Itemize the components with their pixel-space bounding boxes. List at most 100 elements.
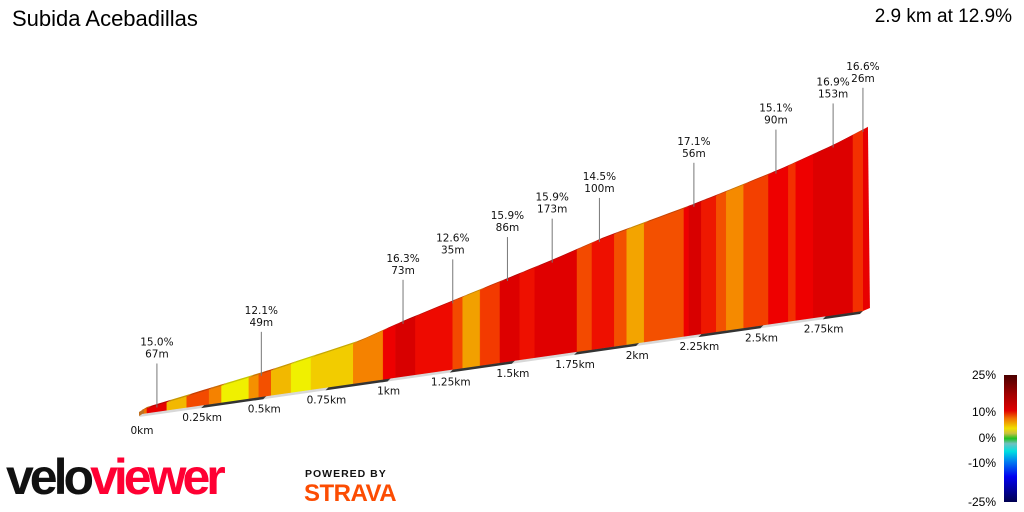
legend-label: -25% (967, 495, 996, 509)
profile-segment (462, 289, 481, 369)
baseline-segment (201, 396, 267, 409)
profile-segment (353, 330, 384, 385)
profile-segment-top (221, 374, 254, 386)
annotation-length: 26m (851, 73, 875, 85)
profile-segment (591, 234, 615, 351)
profile-segment-top (577, 240, 597, 250)
profile-segment-top (534, 246, 583, 268)
annotation-gradient: 16.3% (386, 253, 419, 265)
gradient-legend-bar (1004, 375, 1017, 502)
profile-segment-top (795, 151, 819, 163)
baseline-segment (263, 387, 329, 400)
profile-segment (614, 229, 628, 347)
profile-segment-top (519, 264, 540, 274)
annotation-length: 100m (584, 183, 614, 195)
profile-segment-top (614, 226, 632, 235)
annotation-length: 173m (537, 204, 567, 216)
profile-segment-top (788, 159, 801, 166)
profile-segment (499, 273, 521, 364)
legend-label: 10% (971, 405, 996, 419)
annotation-gradient: 15.9% (491, 210, 524, 222)
profile-segment (788, 162, 797, 322)
profile-segment-top (644, 205, 689, 224)
baseline-segment (636, 334, 702, 346)
profile-segment-top (852, 126, 868, 136)
legend-label: 0% (978, 431, 996, 445)
profile-segment-top (311, 340, 359, 358)
baseline-segment (511, 351, 578, 364)
x-tick-label: 1.75km (555, 359, 595, 371)
baseline-segment (574, 343, 640, 355)
profile-segment-top (726, 181, 749, 192)
profile-segment (626, 223, 645, 346)
profile-segment-top (146, 399, 172, 409)
profile-segment-top (683, 203, 694, 209)
profile-segment (576, 242, 593, 353)
baseline-segment (822, 311, 863, 320)
profile-segment (688, 201, 702, 337)
annotation-gradient: 15.0% (140, 336, 173, 348)
profile-segment (812, 134, 854, 319)
x-tick-label: 0.25km (182, 412, 222, 424)
gradient-annotations: 15.0%67m12.1%49m16.3%73m12.6%35m15.9%86m… (140, 61, 880, 408)
annotation-gradient: 12.1% (245, 305, 278, 317)
strava-logo[interactable]: STRAVA (304, 480, 397, 507)
profile-segment-top (813, 132, 858, 155)
x-tick-label: 2.75km (804, 323, 844, 335)
profile-segment (395, 316, 416, 379)
profile-segment-top (743, 171, 774, 185)
x-tick-label: 1.25km (431, 377, 471, 389)
profile-segment-top (688, 198, 707, 207)
profile-segment-top (591, 231, 620, 244)
x-tick-label: 1km (377, 386, 400, 398)
profile-segment (643, 208, 685, 343)
profile-segment (415, 300, 453, 376)
annotation-gradient: 15.9% (536, 192, 569, 204)
annotation-length: 67m (145, 348, 169, 360)
annotation-gradient: 15.1% (759, 103, 792, 115)
annotation-gradient: 12.6% (436, 232, 469, 244)
profile-segment-top (452, 294, 468, 302)
x-tick-label: 0.5km (248, 403, 281, 415)
profile-segment-top (186, 386, 215, 397)
x-tick-label: 2.5km (745, 332, 778, 344)
profile-segment (743, 174, 769, 329)
logo-viewer: viewer (90, 449, 226, 505)
profile-segment-top (395, 313, 421, 326)
profile-segment (479, 281, 501, 367)
logo-velo: velo (6, 449, 94, 505)
profile-segment (452, 296, 463, 370)
profile-segment-top (353, 327, 389, 344)
x-tick-label: 2km (626, 350, 649, 362)
baseline-segment (760, 316, 826, 329)
profile-segment-top (383, 322, 401, 331)
profile-segment (852, 129, 864, 313)
profile-segment-top (291, 354, 317, 365)
annotation-length: 35m (441, 244, 465, 256)
profile-segment-top (415, 298, 458, 317)
profile-segment (768, 165, 789, 325)
profile-segment-top (248, 371, 264, 378)
profile-segment-top (209, 382, 227, 390)
profile-segment-top (462, 287, 486, 298)
profile-segments (139, 126, 870, 416)
legend-label: -10% (967, 456, 996, 470)
baseline-segment (139, 405, 205, 417)
profile-segment (716, 191, 727, 333)
annotation-length: 153m (818, 88, 848, 100)
profile-segment-top (166, 393, 192, 403)
profile-segment-top (480, 279, 505, 291)
profile-segment (382, 324, 396, 380)
profile-segment-top (701, 192, 722, 202)
climb-title: Subida Acebadillas (12, 6, 198, 31)
profile-segment-top (626, 220, 650, 230)
x-tick-label: 0km (131, 425, 154, 437)
baseline-segment (698, 325, 764, 338)
profile-segment-top (258, 367, 277, 375)
profile-segment-top (716, 188, 732, 196)
profile-segment (683, 206, 690, 337)
profile-segment (534, 249, 578, 359)
annotation-gradient: 14.5% (583, 171, 616, 183)
veloviewer-logo[interactable]: veloviewer (6, 449, 226, 505)
